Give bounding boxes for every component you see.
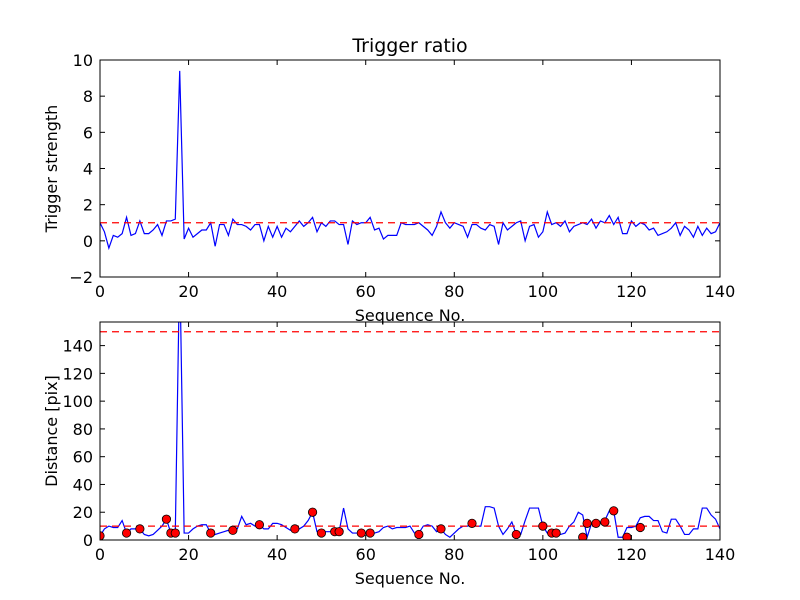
x-tick-label: 0 xyxy=(95,282,105,301)
data-marker xyxy=(135,524,145,534)
x-tick-label: 120 xyxy=(616,282,647,301)
data-marker xyxy=(290,524,300,534)
y-tick-label: 140 xyxy=(62,337,93,356)
data-marker xyxy=(334,527,344,537)
x-axis-label: Sequence No. xyxy=(355,569,466,588)
data-marker xyxy=(356,528,366,538)
y-tick-label: 60 xyxy=(73,448,93,467)
y-axis-label: Distance [pix] xyxy=(42,375,61,487)
axes-frame xyxy=(99,59,721,278)
data-marker xyxy=(228,525,238,535)
x-tick-label: 100 xyxy=(528,282,559,301)
x-tick-label: 0 xyxy=(95,545,105,564)
axes-frame xyxy=(99,321,721,541)
data-marker xyxy=(467,518,477,528)
data-marker xyxy=(635,522,645,533)
x-tick-label: 40 xyxy=(267,282,287,301)
data-marker xyxy=(414,529,424,540)
x-axis-label: Sequence No. xyxy=(355,306,466,325)
data-marker xyxy=(551,528,561,538)
y-tick-label: 8 xyxy=(83,87,93,106)
data-marker xyxy=(121,528,132,538)
chart-title: Trigger ratio xyxy=(351,35,467,57)
x-tick-label: 40 xyxy=(267,545,287,564)
y-tick-label: 20 xyxy=(73,503,93,522)
data-marker xyxy=(161,514,172,524)
y-tick-label: 0 xyxy=(83,531,93,550)
data-marker xyxy=(436,524,446,534)
x-tick-label: 80 xyxy=(444,545,464,564)
y-tick-label: 0 xyxy=(83,232,93,251)
x-tick-label: 140 xyxy=(705,545,736,564)
y-tick-label: 4 xyxy=(83,160,93,179)
x-tick-label: 80 xyxy=(444,282,464,301)
distance-chart: 0 20 40 60 80 100 120 140 0 20 40 60 80 100 120 140 Sequ… xyxy=(42,321,736,588)
x-tick-label: 20 xyxy=(178,282,198,301)
x-tick-label: 100 xyxy=(528,545,559,564)
x-tick-label: 120 xyxy=(616,545,647,564)
data-marker xyxy=(582,518,592,528)
data-marker xyxy=(254,520,265,530)
data-marker xyxy=(307,507,318,517)
y-tick-label: 120 xyxy=(62,364,93,383)
series-line xyxy=(100,70,720,251)
y-tick-label: 10 xyxy=(73,51,93,70)
data-marker xyxy=(578,532,588,540)
y-axis-label: Trigger strength xyxy=(42,105,61,234)
y-tick-label: 40 xyxy=(73,475,93,494)
x-tick-label: 60 xyxy=(356,282,376,301)
data-marker xyxy=(316,528,327,538)
x-tick-label: 20 xyxy=(178,545,198,564)
y-tick-label: −2 xyxy=(69,268,93,287)
data-marker xyxy=(538,521,548,531)
data-marker xyxy=(591,518,601,528)
y-tick-label: 2 xyxy=(83,196,93,215)
data-marker xyxy=(609,506,619,516)
data-marker xyxy=(600,517,610,527)
data-marker xyxy=(365,528,375,538)
data-marker xyxy=(170,528,180,538)
data-marker xyxy=(511,529,521,540)
y-tick-label: 80 xyxy=(73,420,93,439)
data-marker xyxy=(206,528,216,538)
y-tick-label: 6 xyxy=(83,123,93,142)
x-tick-label: 60 xyxy=(356,545,376,564)
series-line xyxy=(100,322,720,540)
y-tick-label: 100 xyxy=(62,392,93,411)
x-tick-label: 140 xyxy=(705,282,736,301)
